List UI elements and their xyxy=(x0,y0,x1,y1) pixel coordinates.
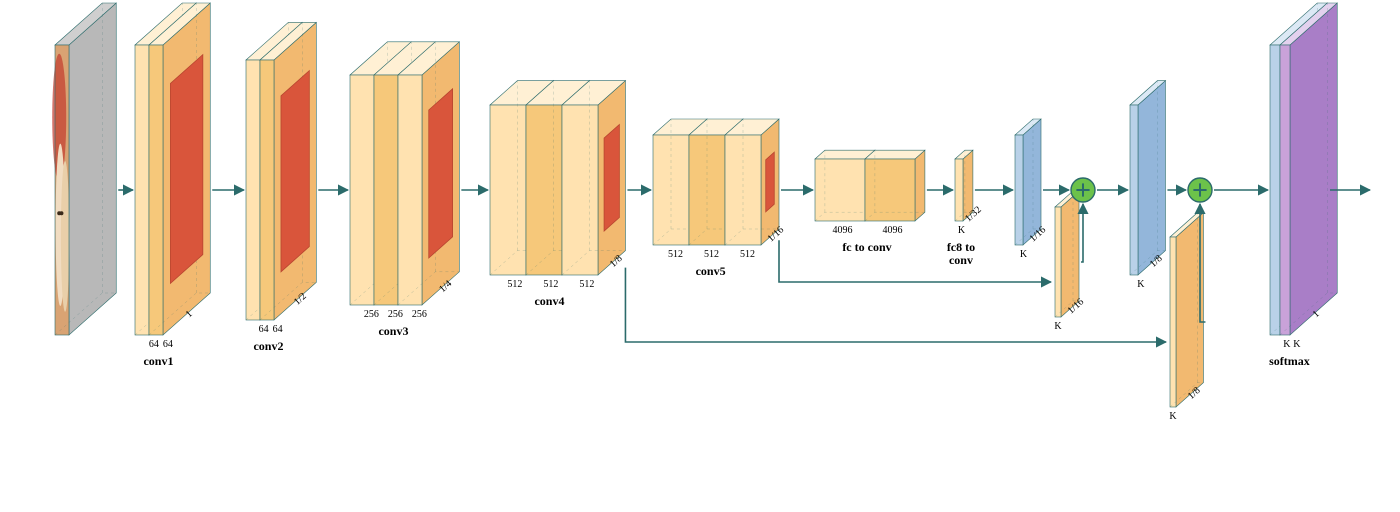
layers xyxy=(52,3,1337,407)
svg-text:conv3: conv3 xyxy=(378,324,408,338)
sum-node-1 xyxy=(1188,178,1212,202)
svg-text:64: 64 xyxy=(149,339,159,350)
svg-text:K: K xyxy=(1169,411,1177,422)
svg-text:K: K xyxy=(1293,339,1301,350)
skip-conv4 xyxy=(1170,213,1203,407)
svg-text:64: 64 xyxy=(259,324,269,335)
layer-conv5 xyxy=(653,119,779,245)
svg-text:K: K xyxy=(1283,339,1291,350)
layer-input xyxy=(52,3,116,335)
svg-text:64: 64 xyxy=(163,339,173,350)
layer-conv2 xyxy=(246,22,316,320)
svg-text:fc8 toconv: fc8 toconv xyxy=(947,240,975,267)
fcn-architecture-diagram: 64641conv164641/2conv22562562561/4conv35… xyxy=(0,0,1400,507)
svg-text:4096: 4096 xyxy=(882,225,902,236)
svg-text:256: 256 xyxy=(412,309,427,320)
layer-conv4 xyxy=(490,81,625,275)
layer-conv3 xyxy=(350,42,459,305)
svg-text:K: K xyxy=(1020,249,1028,260)
svg-text:256: 256 xyxy=(364,309,379,320)
svg-text:conv2: conv2 xyxy=(253,339,283,353)
svg-text:K: K xyxy=(1137,279,1145,290)
svg-text:512: 512 xyxy=(668,249,683,260)
svg-text:256: 256 xyxy=(388,309,403,320)
svg-text:512: 512 xyxy=(543,279,558,290)
svg-text:softmax: softmax xyxy=(1269,354,1310,368)
layer-fc xyxy=(815,150,925,221)
skip-conv5 xyxy=(1055,191,1079,317)
svg-text:fc to conv: fc to conv xyxy=(842,240,891,254)
layer-up1 xyxy=(1015,119,1041,245)
layer-softmax xyxy=(1270,3,1337,335)
svg-text:512: 512 xyxy=(704,249,719,260)
svg-text:K: K xyxy=(958,225,966,236)
svg-text:512: 512 xyxy=(507,279,522,290)
svg-text:K: K xyxy=(1054,321,1062,332)
svg-text:512: 512 xyxy=(740,249,755,260)
svg-text:conv4: conv4 xyxy=(534,294,564,308)
svg-text:512: 512 xyxy=(579,279,594,290)
sum-node-0 xyxy=(1071,178,1095,202)
svg-text:4096: 4096 xyxy=(832,225,852,236)
layer-up2 xyxy=(1130,81,1165,275)
svg-text:conv1: conv1 xyxy=(143,354,173,368)
svg-text:64: 64 xyxy=(273,324,283,335)
layer-conv1 xyxy=(135,3,210,335)
svg-text:conv5: conv5 xyxy=(696,264,726,278)
